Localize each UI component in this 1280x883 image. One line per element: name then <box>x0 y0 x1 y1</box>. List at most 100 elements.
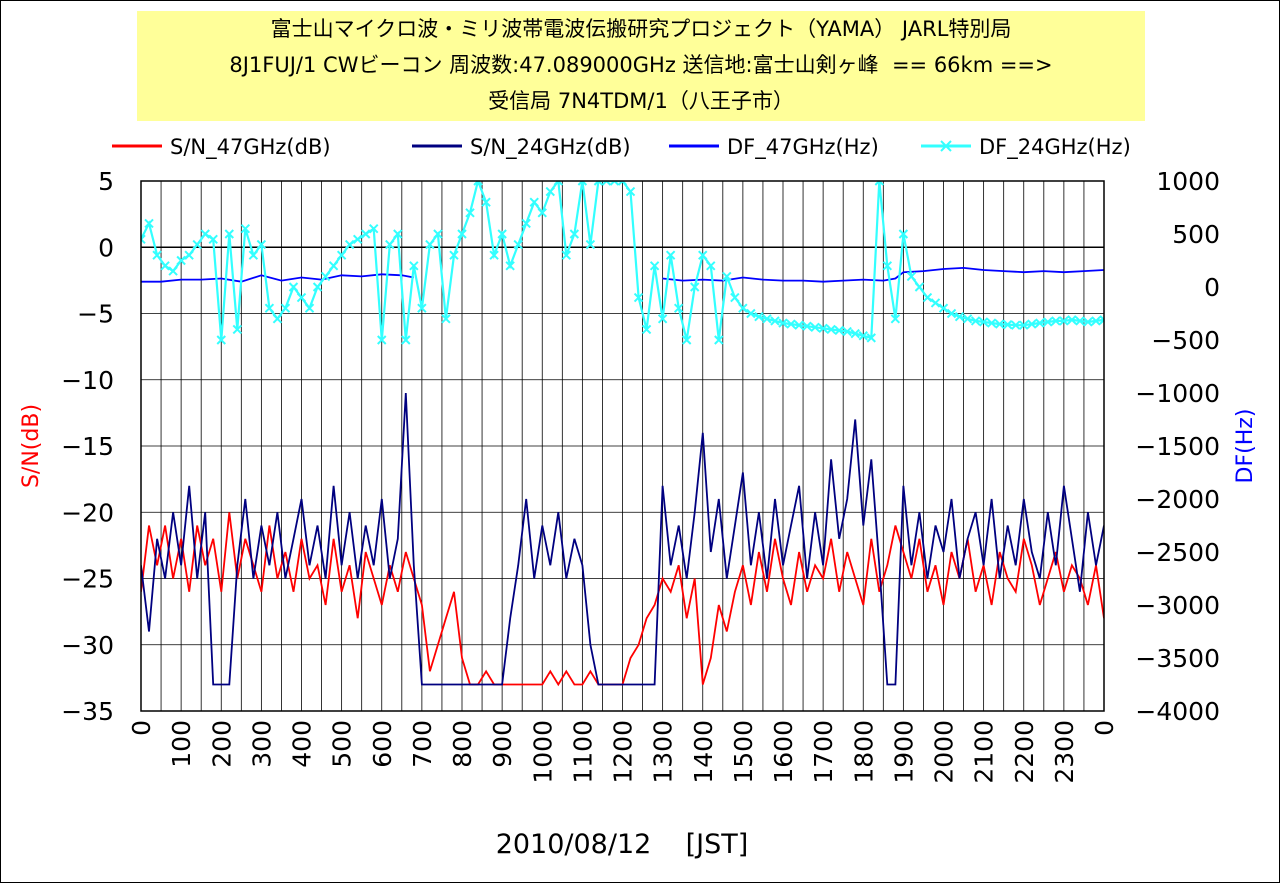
series-point <box>874 181 885 186</box>
series-point <box>497 229 507 239</box>
series-point <box>617 181 628 186</box>
series-point <box>922 292 933 303</box>
series-point <box>473 181 483 186</box>
x-tick-label: 2100 <box>970 720 999 784</box>
right-y-axis-title: DF(Hz) <box>1233 409 1258 484</box>
series-point <box>441 314 451 324</box>
series-point <box>601 181 612 186</box>
series-point <box>1083 317 1093 327</box>
legend-item: S/N_47GHz(dB) <box>112 135 331 160</box>
right-y-tick-label: −2500 <box>1135 538 1220 567</box>
series-point <box>770 316 780 326</box>
series-point <box>978 317 989 327</box>
series-point <box>328 261 339 271</box>
series-point <box>1059 316 1069 326</box>
series-point <box>465 208 475 218</box>
series-point <box>946 308 957 319</box>
series-point <box>320 271 331 282</box>
x-tick-label: 400 <box>288 720 317 768</box>
left-y-tick-label: −15 <box>61 432 114 461</box>
series-point <box>160 261 170 271</box>
series-point <box>754 311 764 322</box>
x-tick-label: 0 <box>1090 720 1119 736</box>
series-point <box>954 311 965 322</box>
series-point <box>272 314 283 324</box>
series-point <box>1099 315 1104 325</box>
series-point <box>296 292 307 303</box>
right-y-tick-label: −3000 <box>1135 591 1220 620</box>
series-point <box>240 223 251 234</box>
series-point <box>553 181 564 186</box>
left-y-axis-ticks: 5 0 −5 −10 −15 −20 −25 −30 −35 <box>61 167 114 726</box>
right-y-tick-label: −1500 <box>1135 432 1220 461</box>
right-y-tick-label: 500 <box>1172 220 1220 249</box>
legend-label: DF_24GHz(Hz) <box>979 135 1131 160</box>
series-point <box>818 323 828 334</box>
x-tick-label: 1400 <box>689 720 718 784</box>
series-point <box>706 261 716 271</box>
series-point <box>794 320 804 330</box>
x-tick-label: 1200 <box>609 720 638 784</box>
series-point <box>641 324 652 335</box>
series-point <box>657 314 668 324</box>
series-point <box>1075 316 1085 326</box>
series-point <box>545 186 555 197</box>
series-point <box>144 218 154 229</box>
x-tick-label: 600 <box>368 720 397 768</box>
series-point <box>633 292 644 303</box>
x-tick-label: 2200 <box>1010 720 1039 784</box>
series-point <box>224 229 234 239</box>
x-tick-label: 2000 <box>930 720 959 784</box>
series-point <box>1035 318 1045 328</box>
grid-lines <box>141 180 1104 712</box>
series-point <box>962 314 973 324</box>
series-point <box>786 319 796 329</box>
series-point <box>141 234 146 245</box>
series-point <box>898 229 909 239</box>
series-point <box>360 229 371 239</box>
series-point <box>842 326 852 337</box>
series-point <box>417 303 427 313</box>
x-tick-label: 1000 <box>528 720 557 784</box>
series-point <box>722 271 732 282</box>
series-point <box>264 303 275 313</box>
series-point <box>986 318 997 328</box>
x-tick-label: 1700 <box>809 720 838 784</box>
x-tick-label: 1600 <box>769 720 798 784</box>
legend-label: DF_47GHz(Hz) <box>727 135 879 160</box>
series-point <box>481 197 491 207</box>
right-y-axis-ticks: 1000 500 0 −500 −1000 −1500 −2000 −2500 −3000 −35… <box>1135 167 1220 726</box>
left-y-tick-label: −30 <box>61 631 114 660</box>
series-point <box>714 335 724 345</box>
series-point <box>232 324 243 335</box>
x-axis-title: 2010/08/12 [JST] <box>496 829 749 860</box>
series-point <box>280 303 291 313</box>
series-point <box>858 331 868 341</box>
x-tick-label: 100 <box>167 720 196 768</box>
series-point <box>449 250 459 260</box>
x-tick-label: 300 <box>247 720 276 768</box>
series-point <box>1091 316 1101 326</box>
left-y-tick-label: −35 <box>61 697 114 726</box>
x-tick-label: 1100 <box>568 720 597 784</box>
series-point <box>906 271 917 282</box>
series-point <box>609 181 620 186</box>
left-y-tick-label: −25 <box>61 565 114 594</box>
series-point <box>312 282 323 292</box>
legend-marker <box>940 140 952 152</box>
series-point <box>505 261 515 271</box>
series-point <box>649 261 660 271</box>
series-point <box>778 318 788 328</box>
chart-title-line-1: 富士山マイクロ波・ミリ波帯電波伝搬研究プロジェクト（YAMA） JARL特別局 <box>270 17 1012 41</box>
series-point <box>681 335 692 345</box>
series-point <box>184 250 194 260</box>
legend: S/N_47GHz(dB) S/N_24GHz(dB) DF_47GHz(Hz) DF… <box>112 135 1131 160</box>
x-tick-label: 1300 <box>649 720 678 784</box>
series-point <box>537 208 547 218</box>
series-1 <box>141 392 1104 686</box>
series-point <box>152 250 162 260</box>
left-y-tick-label: 0 <box>98 233 114 262</box>
series-point <box>401 335 411 345</box>
legend-label: S/N_24GHz(dB) <box>470 135 631 160</box>
